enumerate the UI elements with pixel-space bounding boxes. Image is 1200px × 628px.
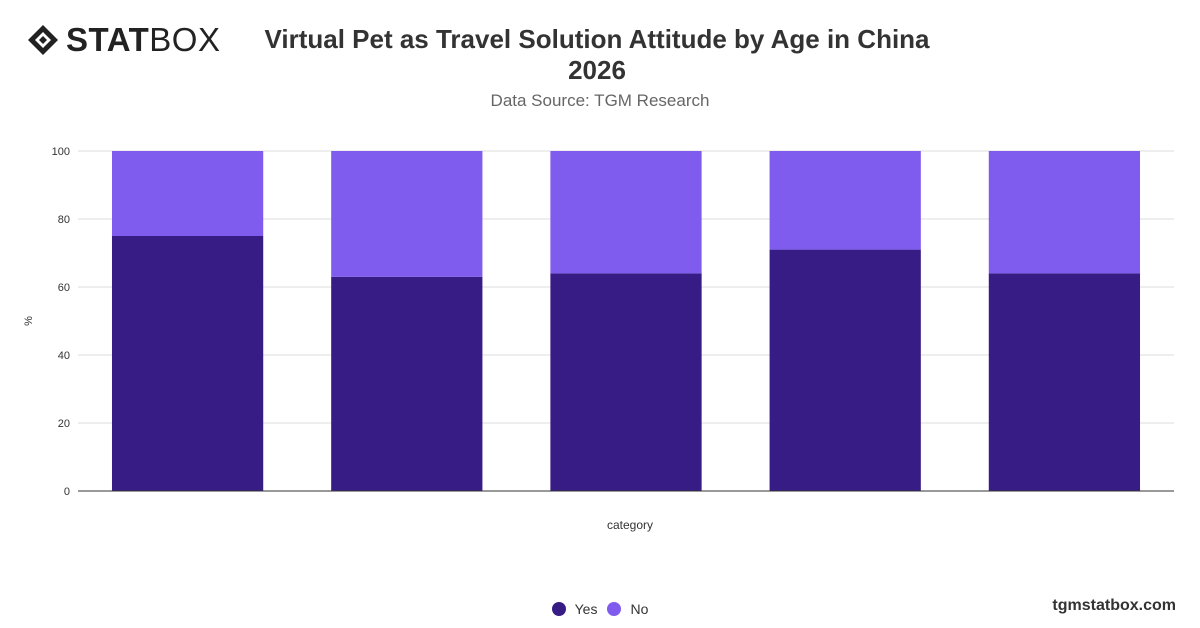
bar-yes-5[interactable] [988,273,1141,491]
legend-swatch-yes [551,602,566,616]
y-tick-label: 60 [58,282,70,294]
chart-legend: Yes No [0,601,1200,617]
bar-no-1[interactable] [111,151,264,236]
legend-label-yes: Yes [574,601,598,617]
y-tick-label: 40 [58,350,70,362]
y-tick-label: 100 [52,146,70,158]
y-tick-label: 0 [64,486,70,498]
y-tick-label: 80 [58,214,70,226]
y-axis-title: % [23,316,35,326]
bar-yes-4[interactable] [769,249,921,491]
legend-swatch-no [607,602,622,616]
bar-no-2[interactable] [331,151,483,277]
brand-light-text: BOX [149,21,221,58]
bar-no-5[interactable] [988,151,1141,274]
bar-yes-1[interactable] [111,236,264,491]
bar-yes-2[interactable] [331,276,483,491]
brand-bold-text: STAT [66,21,150,58]
x-axis-title: category [607,518,653,532]
site-url: tgmstatbox.com [1052,597,1176,614]
bar-yes-3[interactable] [550,273,702,491]
y-tick-label: 20 [58,418,70,430]
legend-item-no[interactable]: No [607,601,648,617]
bar-no-4[interactable] [769,151,921,250]
brand-logo: STATBOX [26,22,220,58]
bar-no-3[interactable] [550,151,702,274]
chart-title: Virtual Pet as Travel Solution Attitude … [264,24,930,85]
brand-wordmark: STATBOX [66,22,220,58]
chart-subtitle: Data Source: TGM Research [490,91,710,110]
legend-label-no: No [630,601,649,617]
legend-item-yes[interactable]: Yes [551,601,598,617]
diamond-logo-icon [28,25,58,55]
